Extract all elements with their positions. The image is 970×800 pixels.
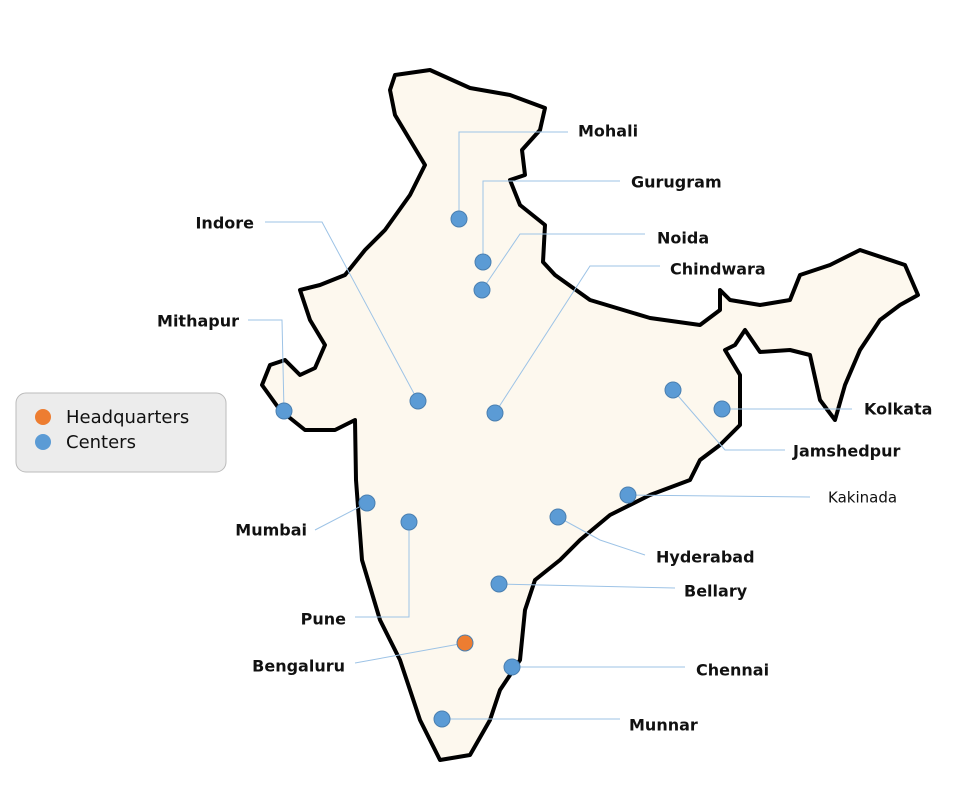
city-marker: [503, 658, 521, 676]
city-label: Chennai: [696, 661, 769, 680]
leader-line: [482, 180, 620, 262]
leader-line: [314, 502, 368, 531]
leader-line: [494, 265, 660, 414]
city-marker: [456, 634, 474, 652]
leader-line: [355, 522, 410, 618]
city-labels: Mohali Gurugram Noida Chindwara Indore Mithap…: [157, 122, 932, 735]
city-label: Kakinada: [828, 489, 897, 507]
city-label: Bengaluru: [252, 657, 345, 676]
leader-line: [627, 494, 811, 498]
city-label: Munnar: [629, 716, 698, 735]
city-label: Kolkata: [864, 400, 932, 419]
city-label: Jamshedpur: [792, 442, 900, 461]
leader-line: [265, 221, 419, 402]
leader-line: [248, 319, 285, 412]
leader-line: [458, 131, 568, 219]
city-label: Mumbai: [235, 521, 307, 540]
india-outline: [260, 68, 920, 762]
legend-box: [15, 392, 227, 473]
leader-line: [498, 583, 676, 589]
city-label: Mithapur: [157, 312, 239, 331]
leader-lines: [248, 131, 852, 720]
city-marker: [474, 253, 492, 271]
city-marker: [433, 710, 451, 728]
city-label: Chindwara: [670, 260, 766, 279]
city-marker: [549, 508, 567, 526]
city-label: Hyderabad: [656, 548, 755, 567]
leader-line: [354, 642, 466, 664]
leader-line: [557, 516, 646, 556]
city-label: Noida: [657, 229, 709, 248]
legend-swatch: [35, 409, 51, 425]
city-label: Mohali: [578, 122, 638, 141]
city-label: Indore: [195, 214, 254, 233]
city-marker: [450, 210, 468, 228]
city-marker: [713, 400, 731, 418]
city-marker: [409, 392, 427, 410]
legend: Headquarters Centers: [15, 392, 227, 473]
leader-line: [481, 233, 645, 291]
city-marker: [358, 494, 376, 512]
city-marker: [490, 575, 508, 593]
city-label: Bellary: [684, 582, 748, 601]
city-marker: [486, 404, 504, 422]
city-marker: [619, 486, 637, 504]
city-markers: [275, 210, 731, 728]
city-marker: [400, 513, 418, 531]
city-label: Gurugram: [631, 173, 722, 192]
legend-label: Centers: [66, 432, 136, 453]
city-label: Pune: [301, 610, 347, 629]
city-marker: [275, 402, 293, 420]
legend-label: Headquarters: [66, 407, 189, 428]
legend-swatch: [35, 434, 51, 450]
leader-line: [672, 389, 785, 451]
city-marker: [664, 381, 682, 399]
city-marker: [473, 281, 491, 299]
